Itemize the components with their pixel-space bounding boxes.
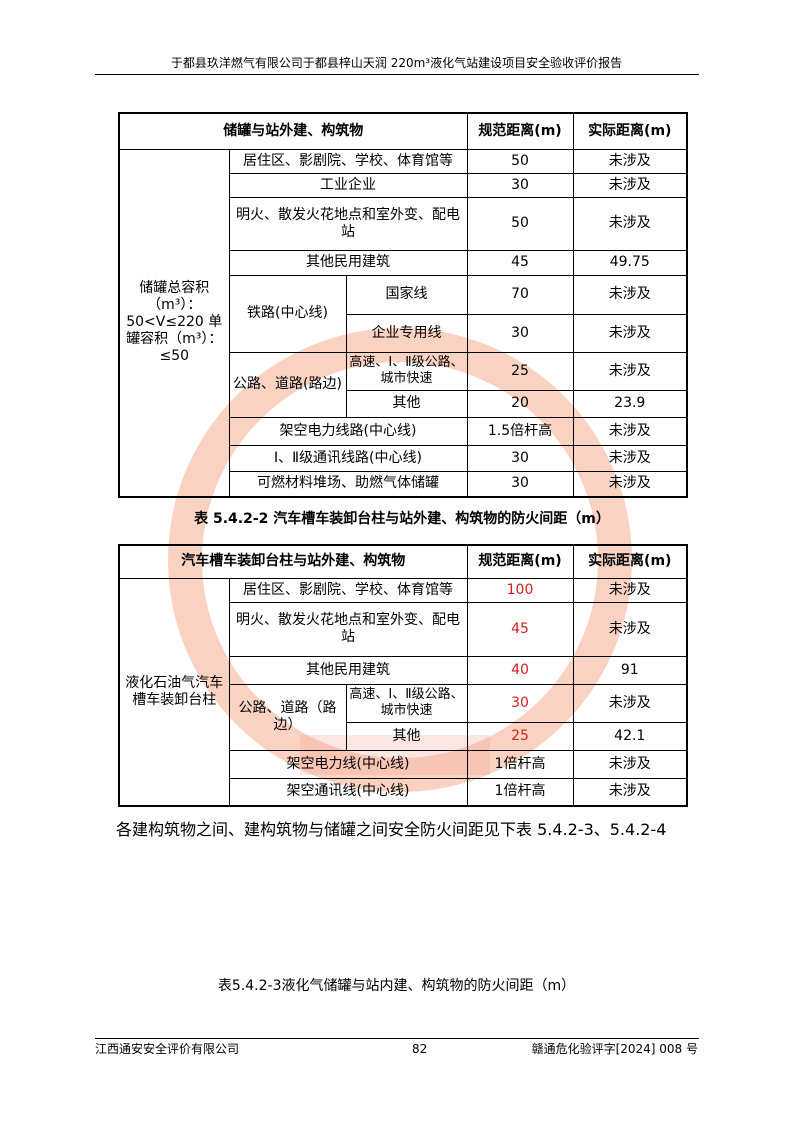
act: 42.1 xyxy=(572,721,688,751)
item: Ⅰ、Ⅱ级通讯线路(中心线) xyxy=(228,444,468,472)
act: 未涉及 xyxy=(572,470,688,498)
std: 30 xyxy=(466,683,574,723)
std: 100 xyxy=(466,577,574,603)
std: 30 xyxy=(466,470,574,498)
item: 国家线 xyxy=(345,274,468,315)
item: 工业企业 xyxy=(228,172,468,198)
act: 未涉及 xyxy=(572,683,688,723)
col-header: 规范距离(m) xyxy=(466,544,574,579)
item: 其他 xyxy=(345,721,468,751)
item: 高速、Ⅰ、Ⅱ级公路、城市快速 xyxy=(345,351,468,391)
act: 未涉及 xyxy=(572,444,688,472)
act: 49.75 xyxy=(572,249,688,276)
act: 未涉及 xyxy=(572,313,688,353)
table-caption: 表 5.4.2-2 汽车槽车装卸台柱与站外建、构筑物的防火间距（m） xyxy=(194,511,610,527)
std: 30 xyxy=(466,313,574,353)
group-label: 储罐总容积（m³）：50<V≤220 单罐容积（m³）：≤50 xyxy=(118,148,230,498)
act: 未涉及 xyxy=(572,749,688,779)
std: 25 xyxy=(466,721,574,751)
std: 30 xyxy=(466,172,574,198)
item: 高速、Ⅰ、Ⅱ级公路、城市快速 xyxy=(345,683,468,723)
item: 企业专用线 xyxy=(345,313,468,353)
footer-doc-number: 赣通危化验评字[2024] 008 号 xyxy=(531,1042,698,1056)
col-header: 汽车槽车装卸台柱与站外建、构筑物 xyxy=(118,544,468,579)
header-rule xyxy=(95,74,699,75)
col-header: 规范距离(m) xyxy=(466,112,574,150)
act: 未涉及 xyxy=(572,172,688,198)
body-paragraph: 各建构筑物之间、建构筑物与储罐之间安全防火间距见下表 5.4.2-3、5.4.2… xyxy=(116,820,667,839)
col-header: 实际距离(m) xyxy=(572,544,688,579)
act: 未涉及 xyxy=(572,577,688,603)
col-header: 实际距离(m) xyxy=(572,112,688,150)
std: 1倍杆高 xyxy=(466,777,574,807)
std: 70 xyxy=(466,274,574,315)
col-header: 储罐与站外建、构筑物 xyxy=(118,112,468,150)
act: 未涉及 xyxy=(572,274,688,315)
item: 其他民用建筑 xyxy=(228,655,468,685)
act: 未涉及 xyxy=(572,148,688,174)
item: 居住区、影剧院、学校、体育馆等 xyxy=(228,148,468,174)
item: 架空通讯线(中心线) xyxy=(228,777,468,807)
page-number: 82 xyxy=(412,1042,428,1056)
act: 未涉及 xyxy=(572,416,688,446)
act: 23.9 xyxy=(572,389,688,418)
act: 未涉及 xyxy=(572,601,688,657)
item: 架空电力线(中心线) xyxy=(228,749,468,779)
std: 45 xyxy=(466,601,574,657)
item: 居住区、影剧院、学校、体育馆等 xyxy=(228,577,468,603)
act: 91 xyxy=(572,655,688,685)
item: 其他民用建筑 xyxy=(228,249,468,276)
table-caption: 表5.4.2-3液化气储罐与站内建、构筑物的防火间距（m） xyxy=(217,978,576,994)
parent: 公路、道路（路边） xyxy=(228,683,347,751)
page-header: 于都县玖洋燃气有限公司于都县梓山天润 220m³液化气站建设项目安全验收评价报告 xyxy=(170,56,623,70)
std: 25 xyxy=(466,351,574,391)
std: 20 xyxy=(466,389,574,418)
footer-company: 江西通安安全评价有限公司 xyxy=(95,1042,240,1056)
std: 50 xyxy=(466,148,574,174)
content-flow: 储罐与站外建、构筑物 规范距离(m) 实际距离(m) 储罐总容积（m³）：50<V≤… xyxy=(116,112,689,845)
act: 未涉及 xyxy=(572,196,688,251)
std: 45 xyxy=(466,249,574,276)
act: 未涉及 xyxy=(572,777,688,807)
std: 30 xyxy=(466,444,574,472)
item: 其他 xyxy=(345,389,468,418)
item: 架空电力线路(中心线) xyxy=(228,416,468,446)
std: 50 xyxy=(466,196,574,251)
item: 明火、散发火花地点和室外变、配电站 xyxy=(228,601,468,657)
parent: 铁路(中心线) xyxy=(228,274,347,353)
table-tank-offsite-distances: 储罐与站外建、构筑物 规范距离(m) 实际距离(m) 储罐总容积（m³）：50<V≤… xyxy=(118,112,689,498)
act: 未涉及 xyxy=(572,351,688,391)
parent: 公路、道路(路边) xyxy=(228,351,347,418)
item: 可燃材料堆场、助燃气体储罐 xyxy=(228,470,468,498)
footer-rule xyxy=(95,1038,699,1039)
std: 40 xyxy=(466,655,574,685)
std: 1倍杆高 xyxy=(466,749,574,779)
group-label: 液化石油气汽车槽车装卸台柱 xyxy=(118,577,230,807)
item: 明火、散发火花地点和室外变、配电站 xyxy=(228,196,468,251)
std: 1.5倍杆高 xyxy=(466,416,574,446)
table-loading-post-distances: 汽车槽车装卸台柱与站外建、构筑物 规范距离(m) 实际距离(m) 液化石油气汽车槽车… xyxy=(118,544,689,807)
